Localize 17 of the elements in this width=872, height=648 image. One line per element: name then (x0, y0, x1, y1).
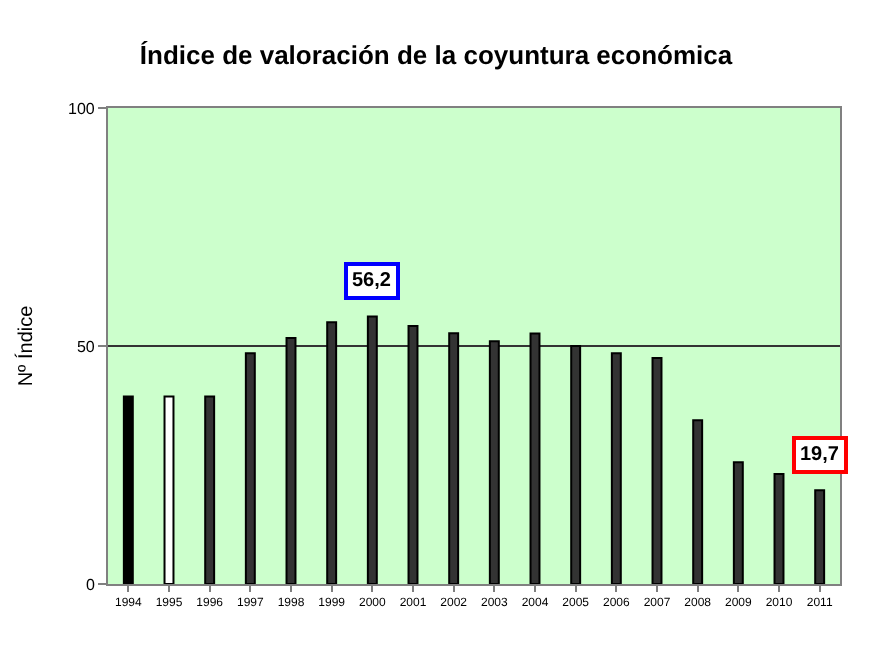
annotation: 56,2 (352, 270, 392, 292)
bar (651, 356, 663, 584)
bar (122, 395, 134, 584)
bar (244, 352, 256, 584)
bar (692, 419, 704, 584)
y-tick-label: 100 (68, 99, 96, 118)
bar (814, 489, 826, 584)
annotation: 19,7 (800, 444, 840, 466)
chart-title: Índice de valoración de la coyuntura económica (139, 39, 734, 70)
bar (732, 461, 744, 584)
bar (163, 395, 175, 584)
bar (773, 473, 785, 584)
bar (610, 352, 622, 584)
y-tick-label: 50 (76, 337, 96, 356)
bar (204, 395, 216, 584)
y-tick-label: 0 (85, 575, 96, 594)
y-axis-title: Nº Índice (14, 304, 39, 387)
